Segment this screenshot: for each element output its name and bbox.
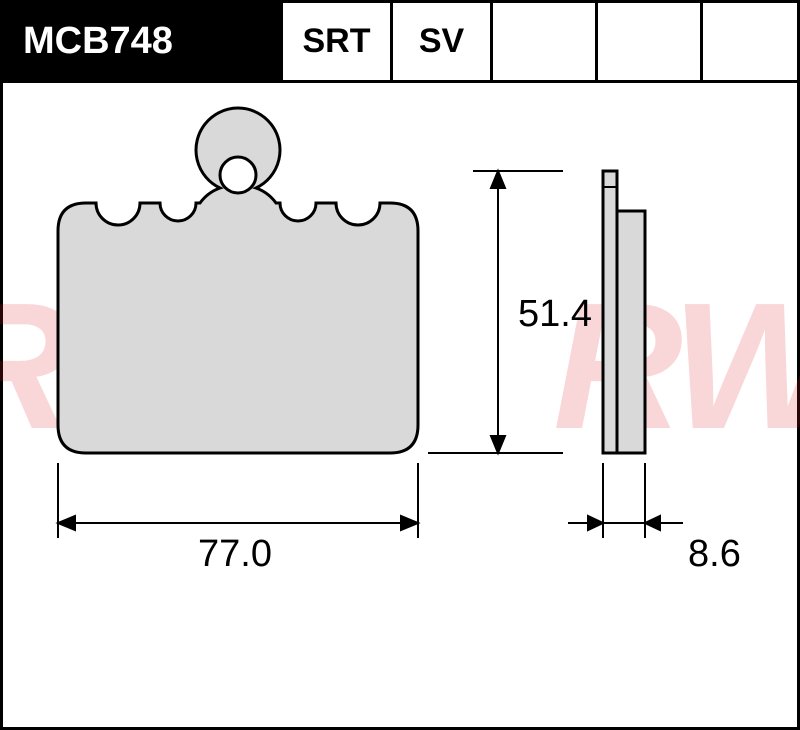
dim-thickness-label: 8.6	[688, 533, 741, 576]
dim-width	[58, 463, 418, 538]
backing-plate	[603, 171, 617, 453]
side-view	[603, 171, 645, 453]
dim-thickness	[568, 463, 683, 538]
variant-sv: SV	[419, 22, 464, 61]
part-number: MCB748	[23, 20, 173, 63]
technical-drawing	[3, 83, 800, 730]
empty-cell-3	[703, 3, 797, 80]
part-number-cell: MCB748	[3, 3, 283, 80]
empty-cell-1	[493, 3, 598, 80]
empty-cell-2	[598, 3, 703, 80]
dim-height-label: 51.4	[518, 293, 592, 336]
variant-cell-sv: SV	[393, 3, 493, 80]
dim-width-label: 77.0	[198, 533, 272, 576]
friction-pad	[617, 211, 645, 453]
header-row: MCB748 SRT SV	[3, 3, 797, 83]
front-view	[58, 108, 418, 453]
variant-cell-srt: SRT	[283, 3, 393, 80]
spec-sheet: MCB748 SRT SV RW RW	[0, 0, 800, 730]
drawing-area: RW RW	[3, 83, 797, 730]
tab-hole	[220, 157, 256, 193]
variant-srt: SRT	[303, 22, 371, 61]
